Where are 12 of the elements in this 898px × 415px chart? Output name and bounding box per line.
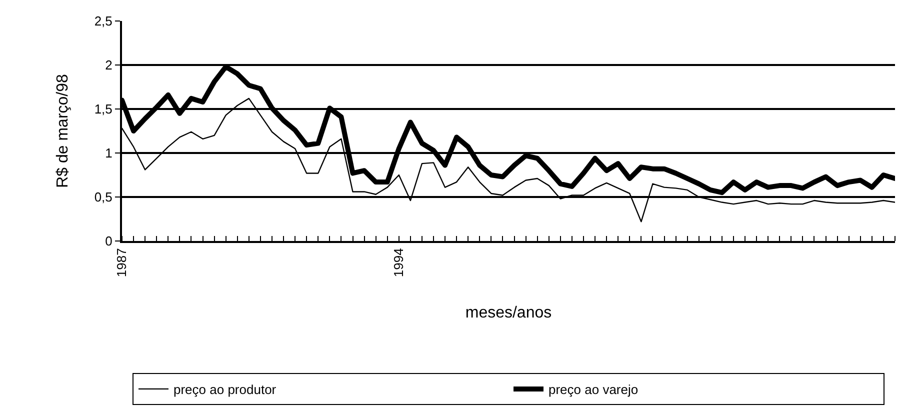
y-axis-title: R$ de março/98: [54, 74, 72, 188]
legend-label: preço ao varejo: [548, 382, 638, 398]
x-tick-label: 1987: [114, 248, 130, 278]
y-tick-label: 0,5: [94, 190, 112, 205]
x-axis-title: meses/anos: [465, 304, 552, 322]
y-tick-label: 2: [105, 58, 112, 73]
x-tick-label: 1994: [391, 248, 406, 278]
y-tick-label: 1,5: [94, 102, 112, 117]
y-tick-label: 1: [105, 146, 112, 161]
y-tick-label: 2,5: [94, 14, 112, 29]
y-tick-label: 0: [105, 234, 112, 249]
legend-label: preço ao produtor: [174, 382, 277, 398]
